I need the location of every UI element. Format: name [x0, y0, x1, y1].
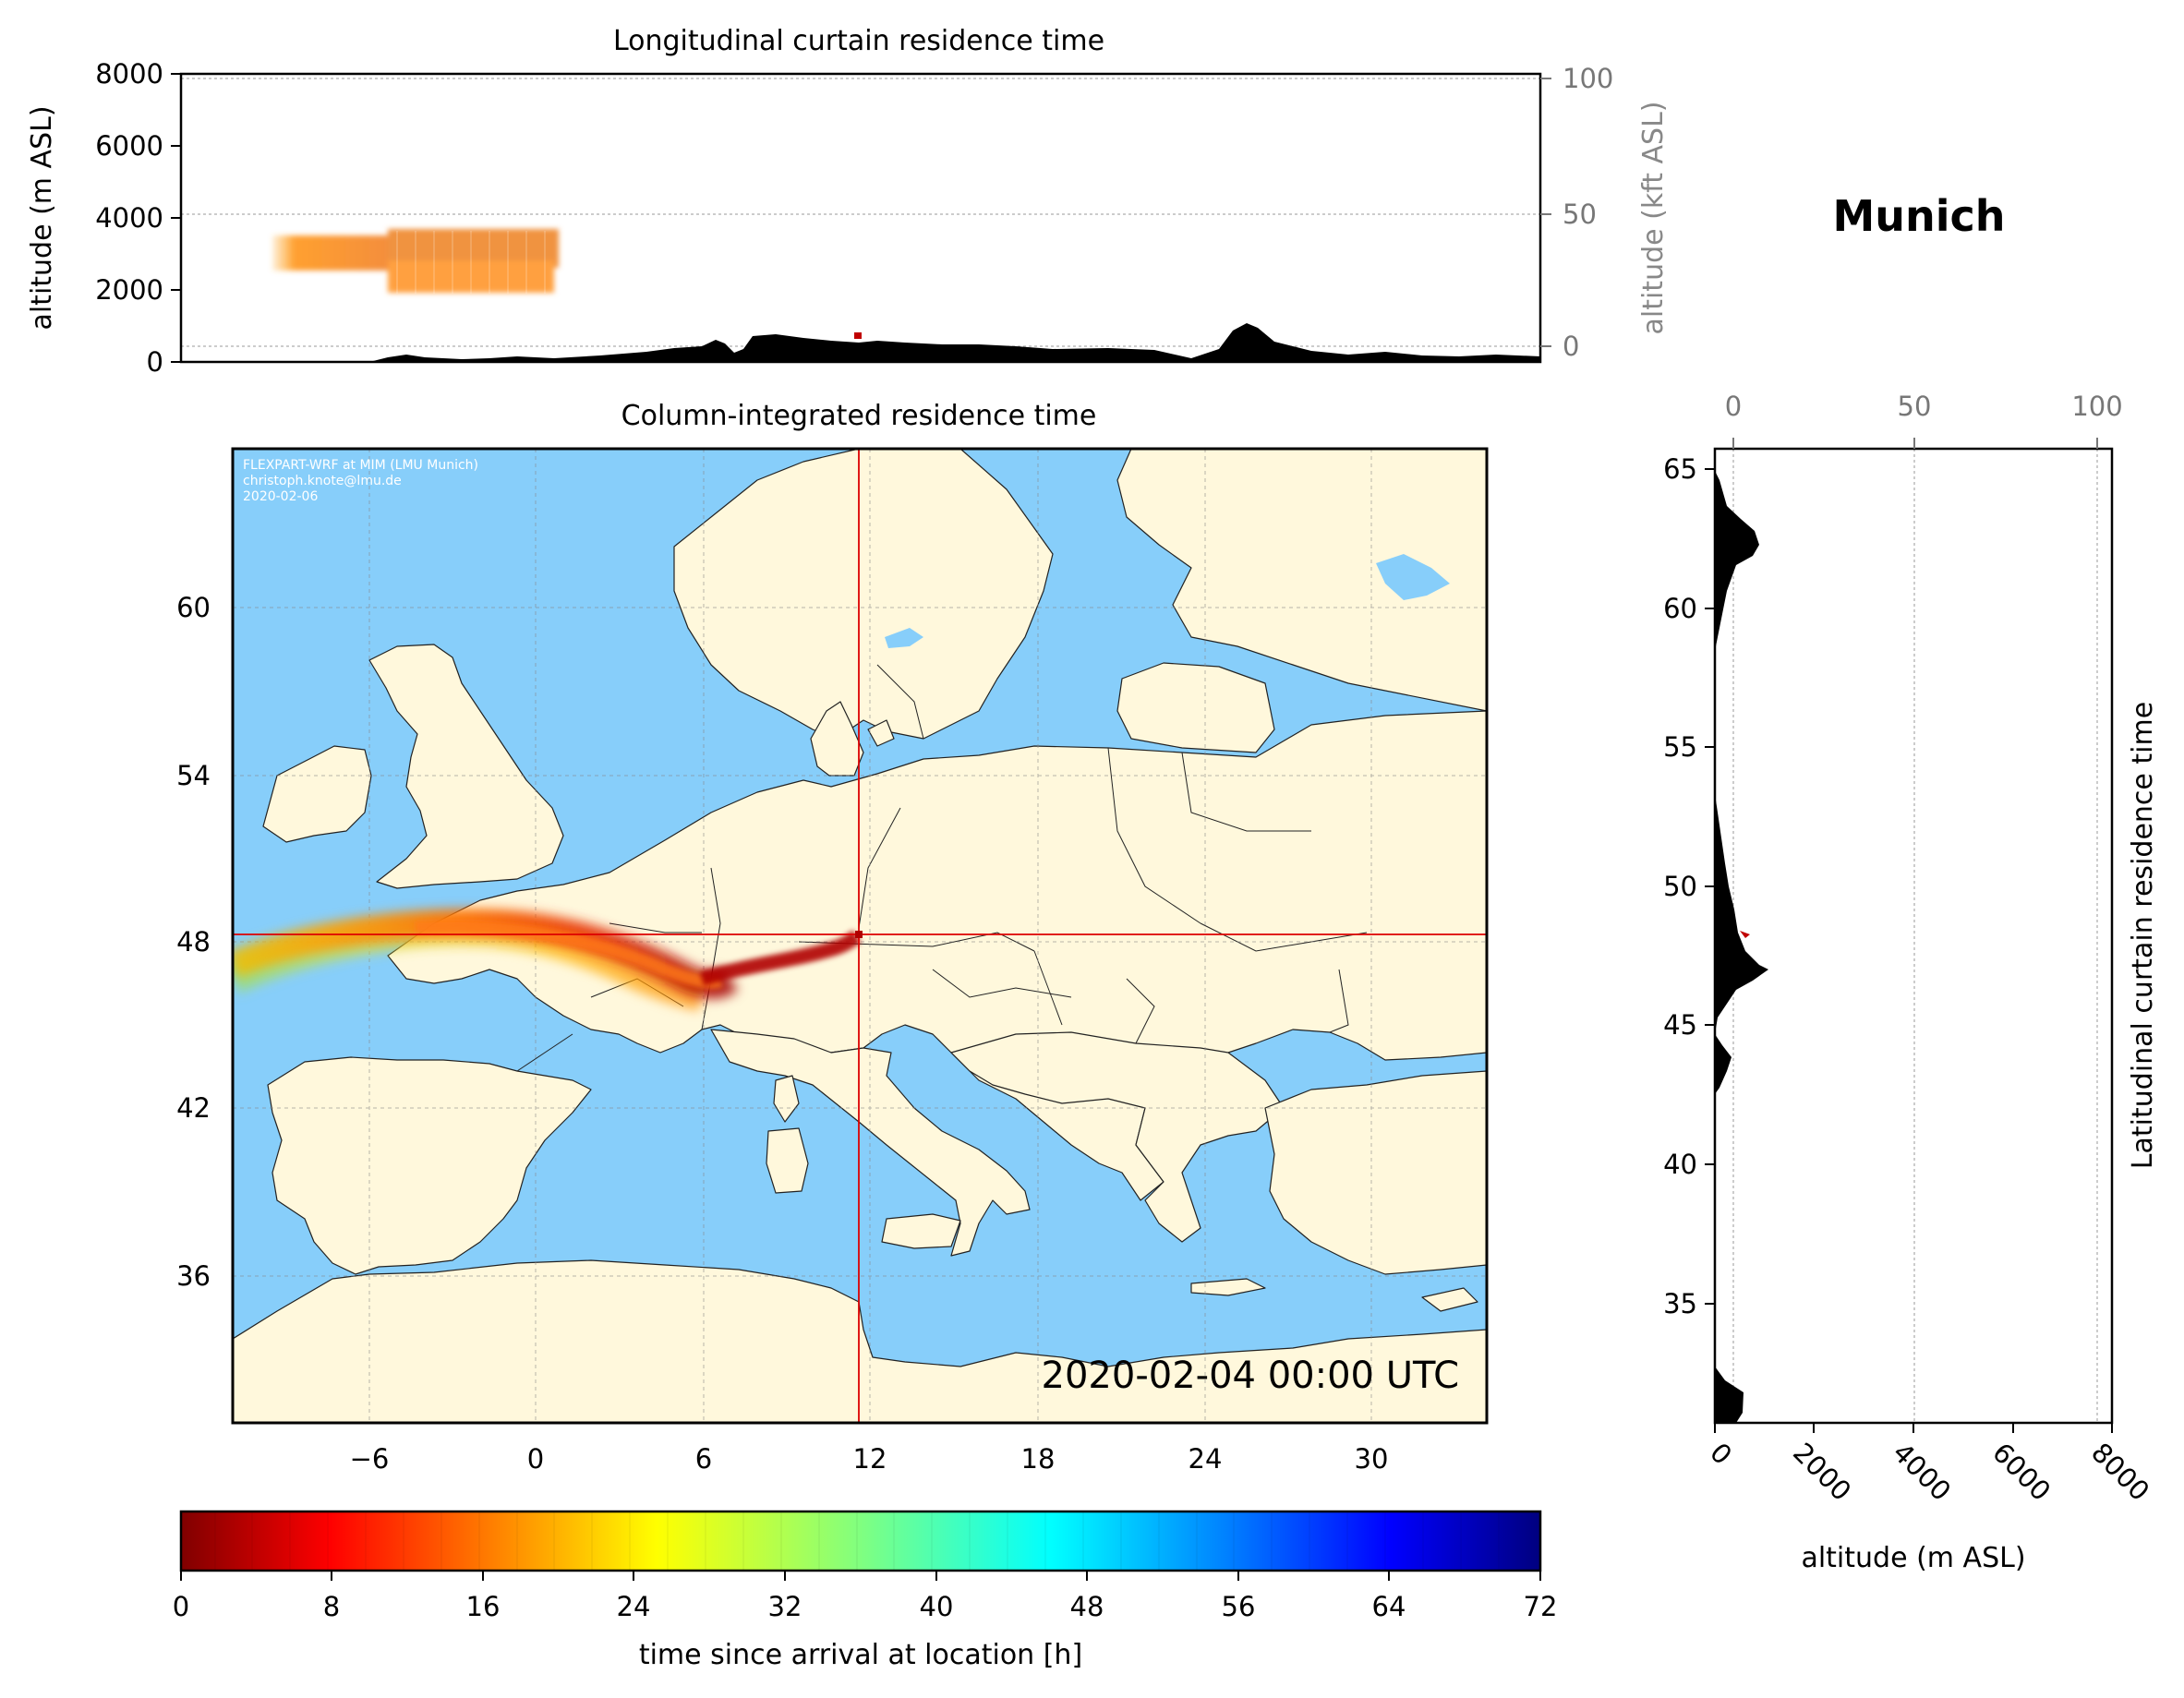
lat-curtain-top-tick: 100 [2071, 391, 2122, 422]
map-credit-line: FLEXPART-WRF at MIM (LMU Munich) [243, 458, 478, 473]
colorbar-frame [179, 1510, 1542, 1572]
colorbar-tick-label: 8 [323, 1591, 340, 1622]
curtain-frame [179, 72, 1542, 364]
lat-curtain-gridlines [1732, 449, 2098, 1423]
lat-curtain-ylabel: Latitudinal curtain residence time [2127, 702, 2159, 1169]
curtain-left-axis: 0 2000 4000 6000 8000 altitude (m ASL) [26, 58, 181, 378]
lat-curtain-xtick: 4000 [1887, 1437, 1957, 1507]
map-ytick: 42 [176, 1092, 211, 1124]
lat-curtain-xlabel: altitude (m ASL) [1801, 1542, 2025, 1574]
lat-curtain-bottom-axis: 0 2000 4000 6000 8000 altitude (m ASL) [1704, 1423, 2155, 1574]
lat-curtain-ytick: 35 [1663, 1288, 1697, 1319]
map-xtick: 30 [1355, 1443, 1389, 1475]
map-xtick: 0 [527, 1443, 544, 1475]
lat-curtain-xtick: 6000 [1986, 1437, 2057, 1507]
map-title: Column-integrated residence time [621, 400, 1097, 432]
map-lake [1376, 554, 1450, 600]
lat-curtain-ytick: 55 [1663, 731, 1697, 763]
map-credit-line: christoph.knote@lmu.de [243, 474, 402, 488]
colorbar-ticks [180, 1571, 1541, 1581]
lat-curtain-ytick: 45 [1663, 1009, 1697, 1041]
map-frame [231, 447, 1489, 1425]
map-xtick: 24 [1189, 1443, 1223, 1475]
map-panel: Column-integrated residence time [176, 400, 1489, 1475]
colorbar-tick-label: 48 [1070, 1591, 1104, 1622]
map-ytick: 36 [176, 1260, 211, 1292]
lat-curtain-location-marker [1740, 931, 1750, 938]
map-xtick: 12 [853, 1443, 887, 1475]
longitudinal-curtain-panel: Longitudinal curtain residence time [26, 25, 1670, 378]
latitudinal-curtain-panel: 35 40 45 50 55 60 65 0 50 100 0 2000 400… [1663, 391, 2159, 1574]
lat-curtain-frame [1713, 447, 2114, 1425]
location-title: Munich [1832, 191, 2005, 241]
curtain-terrain-profile [181, 323, 1540, 362]
lat-curtain-ytick: 60 [1663, 593, 1697, 624]
curtain-plume-stripes [396, 231, 546, 294]
lat-curtain-ytick: 50 [1663, 871, 1697, 902]
map-y-axis: 36 42 48 54 60 [176, 592, 211, 1292]
curtain-ytick: 6000 [95, 130, 163, 162]
colorbar-tick-label: 32 [768, 1591, 802, 1622]
curtain-right-axis-label: altitude (kft ASL) [1637, 101, 1670, 334]
colorbar-segments [214, 1511, 1500, 1571]
curtain-ytick: 0 [147, 346, 163, 378]
colorbar: 0 8 16 24 32 40 48 56 64 72 time since a… [173, 1510, 1558, 1671]
curtain-right-axis: 0 50 100 altitude (kft ASL) [1540, 63, 1670, 362]
map-location-marker [855, 931, 863, 938]
lat-curtain-xtick: 0 [1704, 1437, 1738, 1471]
colorbar-tick-label: 40 [920, 1591, 954, 1622]
longitudinal-curtain-title: Longitudinal curtain residence time [613, 25, 1104, 57]
colorbar-tick-label: 72 [1524, 1591, 1558, 1622]
curtain-residence-plume [272, 229, 559, 293]
colorbar-label: time since arrival at location [h] [639, 1639, 1082, 1671]
curtain-left-axis-label: altitude (m ASL) [26, 105, 58, 330]
map-ytick: 48 [176, 926, 211, 957]
lat-curtain-top-tick: 0 [1725, 391, 1742, 422]
curtain-ytick: 4000 [95, 202, 163, 234]
lat-curtain-xtick: 8000 [2085, 1437, 2155, 1507]
curtain-location-marker [854, 332, 862, 339]
lat-curtain-top-tick: 50 [1898, 391, 1932, 422]
lat-curtain-ytick: 65 [1663, 453, 1697, 485]
map-ytick: 54 [176, 760, 211, 791]
map-country-borders [516, 664, 1368, 1072]
lat-curtain-terrain-profile [1715, 449, 1768, 1423]
map-lake [885, 628, 923, 648]
curtain-ytick: 2000 [95, 274, 163, 306]
lat-curtain-top-axis: 0 50 100 [1725, 391, 2123, 449]
colorbar-tick-label: 64 [1372, 1591, 1406, 1622]
lat-curtain-y-axis: 35 40 45 50 55 60 65 [1663, 453, 1715, 1319]
map-ytick: 60 [176, 592, 211, 623]
curtain-right-ytick: 50 [1563, 199, 1597, 230]
map-x-axis: −6 0 6 12 18 24 30 [350, 1443, 1389, 1475]
map-xtick: −6 [350, 1443, 390, 1475]
colorbar-tick-label: 16 [466, 1591, 501, 1622]
colorbar-tick-label: 24 [617, 1591, 651, 1622]
map-xtick: 6 [695, 1443, 712, 1475]
lat-curtain-xtick: 2000 [1787, 1437, 1857, 1507]
map-credit-line: 2020-02-06 [243, 489, 318, 504]
lat-curtain-ytick: 40 [1663, 1149, 1697, 1180]
map-land [233, 449, 1487, 1423]
colorbar-gradient [181, 1511, 1540, 1571]
colorbar-tick-label: 0 [173, 1591, 189, 1622]
curtain-gridlines [181, 78, 1540, 347]
curtain-ytick: 8000 [95, 58, 163, 90]
map-xtick: 18 [1021, 1443, 1056, 1475]
curtain-right-ytick: 0 [1563, 331, 1579, 362]
map-timestamp: 2020-02-04 00:00 UTC [1042, 1355, 1459, 1397]
colorbar-tick-label: 56 [1222, 1591, 1256, 1622]
curtain-right-ytick: 100 [1563, 63, 1613, 94]
